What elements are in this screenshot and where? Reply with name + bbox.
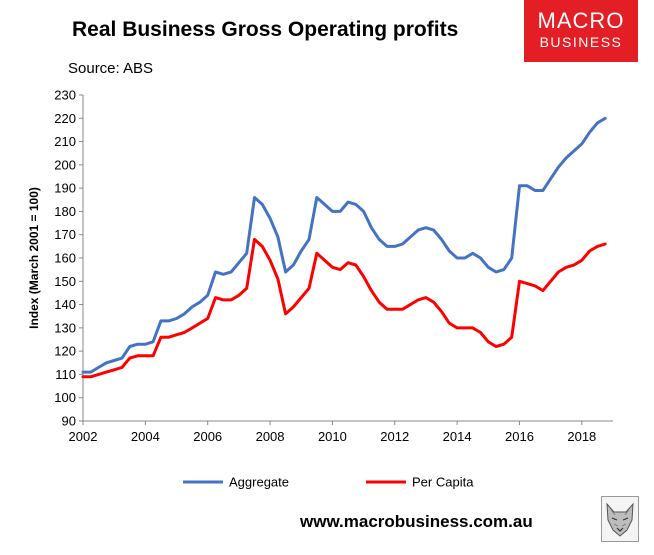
x-tick-label: 2002 [69, 429, 98, 444]
y-tick-label: 130 [54, 320, 76, 335]
y-tick-label: 230 [54, 88, 76, 103]
y-tick-label: 140 [54, 297, 76, 312]
y-tick-label: 90 [62, 414, 76, 429]
y-tick-label: 200 [54, 157, 76, 172]
macrobusiness-logo: MACRO BUSINESS [524, 0, 638, 62]
x-tick-label: 2016 [505, 429, 534, 444]
y-tick-label: 120 [54, 344, 76, 359]
x-tick-label: 2008 [256, 429, 285, 444]
chart-title: Real Business Gross Operating profits [72, 18, 459, 41]
x-tick-label: 2010 [318, 429, 347, 444]
legend-label-per-capita: Per Capita [412, 475, 474, 490]
y-axis-label: Index (March 2001 = 100) [27, 187, 41, 329]
legend-label-aggregate: Aggregate [229, 475, 289, 490]
wolf-icon [601, 496, 639, 542]
x-tick-label: 2004 [131, 429, 160, 444]
x-tick-label: 2012 [380, 429, 409, 444]
series-line-per-capita [81, 237, 607, 379]
y-tick-label: 180 [54, 204, 76, 219]
logo-line-1: MACRO [537, 8, 625, 33]
y-tick-label: 190 [54, 181, 76, 196]
x-tick-label: 2006 [193, 429, 222, 444]
x-tick-label: 2014 [443, 429, 472, 444]
y-tick-label: 170 [54, 227, 76, 242]
series-line-aggregate [81, 116, 607, 374]
logo-line-2: BUSINESS [539, 34, 623, 50]
y-tick-label: 160 [54, 251, 76, 266]
source-note: Source: ABS [68, 60, 154, 77]
y-tick-label: 110 [55, 367, 76, 382]
x-tick-label: 2018 [567, 429, 596, 444]
y-tick-label: 210 [54, 134, 76, 149]
y-tick-label: 100 [54, 390, 76, 405]
website-url: www.macrobusiness.com.au [300, 512, 533, 531]
y-tick-label: 150 [54, 274, 76, 289]
y-tick-label: 220 [54, 111, 76, 126]
